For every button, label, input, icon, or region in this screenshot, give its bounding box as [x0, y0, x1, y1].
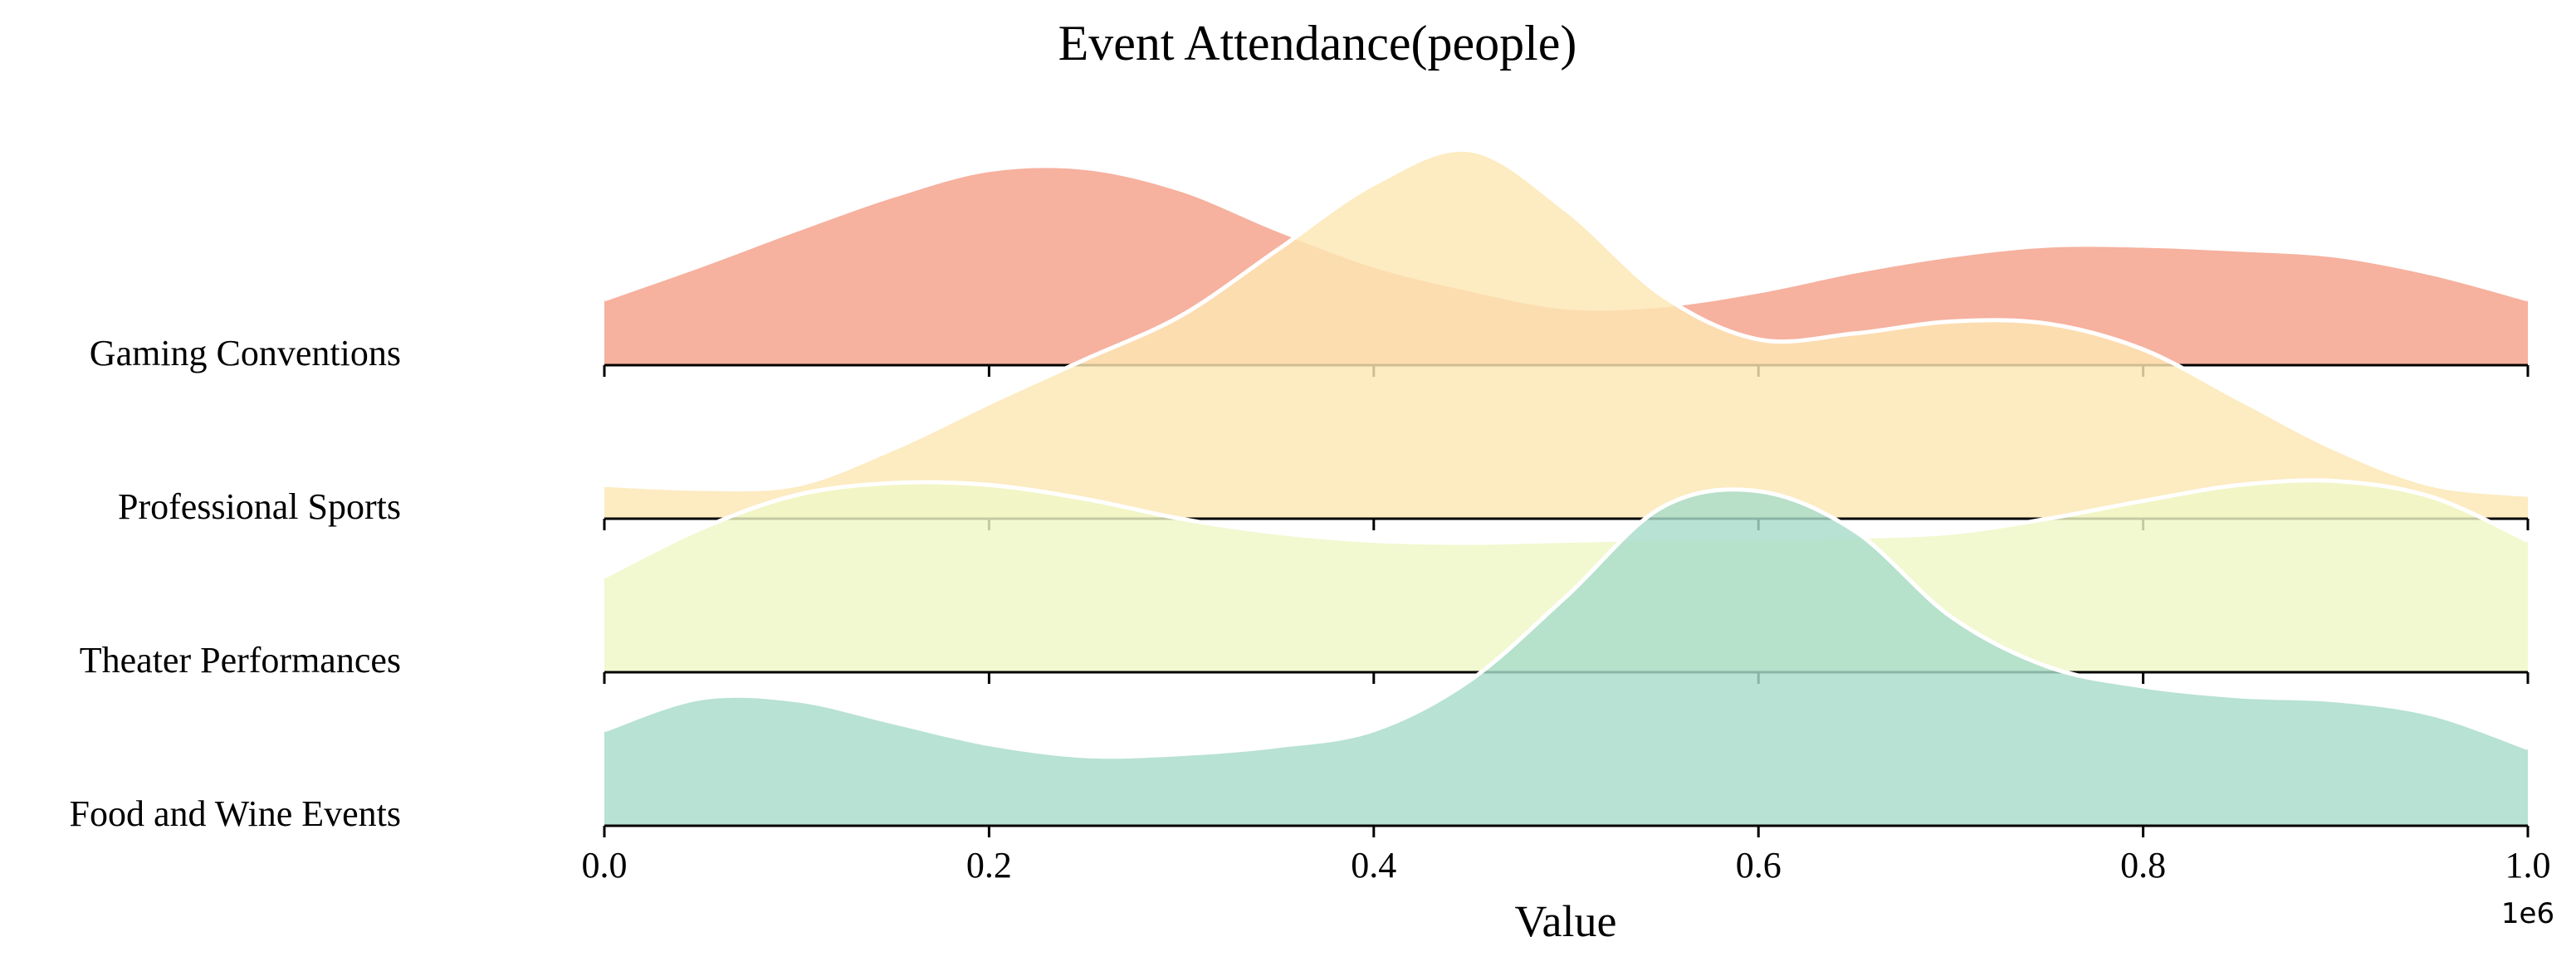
x-tick-label: 0.6 [1736, 845, 1782, 886]
ridge-outline [604, 487, 2529, 759]
ridge-outline [603, 478, 2530, 579]
x-tick-label: 0.2 [966, 845, 1012, 886]
ridge-gaming-conventions: Gaming Conventions [90, 163, 2530, 377]
x-tick-label: 1.0 [2505, 845, 2551, 886]
ridge-professional-sports: Professional Sports [118, 147, 2530, 530]
x-tick-label: 0.0 [582, 845, 628, 886]
ridge-area [604, 480, 2528, 672]
ridges-layer: Gaming Conventions Professional Sports The… [70, 147, 2530, 837]
x-axis-offset-label: 1e6 [2501, 897, 2554, 930]
x-tick-label: 0.4 [1351, 845, 1396, 886]
ridge-area [604, 489, 2528, 826]
x-tick-label: 0.8 [2120, 845, 2166, 886]
ridge-theater-performances: Theater Performances [80, 478, 2530, 684]
ridge-area [604, 149, 2528, 519]
row-label: Food and Wine Events [70, 793, 401, 834]
x-axis-label: Value [1515, 896, 1617, 946]
row-label: Professional Sports [118, 486, 401, 527]
chart-title: Event Attendance(people) [1058, 16, 1577, 71]
ridge-food-and-wine-events: Food and Wine Events [70, 487, 2530, 837]
ridge-area [604, 165, 2528, 365]
ridge-outline [604, 147, 2529, 497]
x-axis-ticks: 0.0 0.2 0.4 0.6 0.8 1.0 [582, 845, 2551, 886]
row-label: Theater Performances [80, 640, 401, 681]
row-label: Gaming Conventions [90, 333, 401, 373]
